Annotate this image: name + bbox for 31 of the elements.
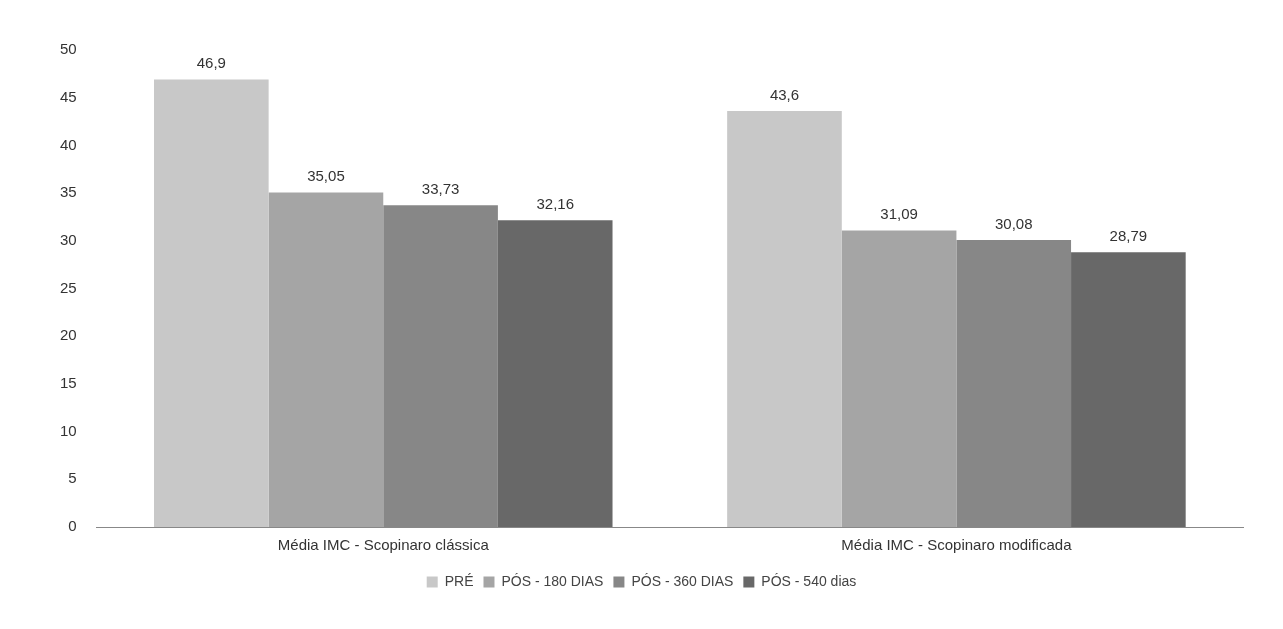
y-tick-label: 0 <box>68 517 77 535</box>
legend-label: PÓS - 540 dias <box>761 572 857 589</box>
y-tick-label: 45 <box>60 87 77 105</box>
y-tick-label: 20 <box>60 326 77 344</box>
data-label: 31,09 <box>880 205 918 223</box>
y-tick-label: 40 <box>60 135 77 153</box>
legend-label: PÓS - 180 DIAS <box>501 572 604 589</box>
y-tick-label: 30 <box>60 230 77 248</box>
x-tick-label: Média IMC - Scopinaro clássica <box>277 536 490 554</box>
data-label: 33,73 <box>421 179 460 197</box>
x-tick-label: Média IMC - Scopinaro modificada <box>841 536 1073 554</box>
bar <box>154 79 269 527</box>
legend-label: PRÉ <box>444 572 474 589</box>
bar <box>268 192 384 527</box>
data-label: 32,16 <box>536 194 574 212</box>
data-label: 43,6 <box>769 85 800 103</box>
y-tick-label: 25 <box>60 278 77 296</box>
y-tick-label: 10 <box>60 421 77 439</box>
y-tick-label: 35 <box>60 183 77 201</box>
data-label: 30,08 <box>994 214 1033 232</box>
data-label: 35,05 <box>307 167 345 185</box>
data-label: 46,9 <box>196 54 226 72</box>
y-tick-label: 15 <box>60 374 77 392</box>
bar <box>727 111 842 527</box>
bar <box>497 220 613 527</box>
y-tick-label: 5 <box>68 469 77 487</box>
bar <box>841 230 957 527</box>
bar <box>1071 252 1186 527</box>
data-label: 28,79 <box>1109 226 1148 244</box>
legend-label: PÓS - 360 DIAS <box>631 572 734 589</box>
y-tick-label: 50 <box>60 40 77 58</box>
